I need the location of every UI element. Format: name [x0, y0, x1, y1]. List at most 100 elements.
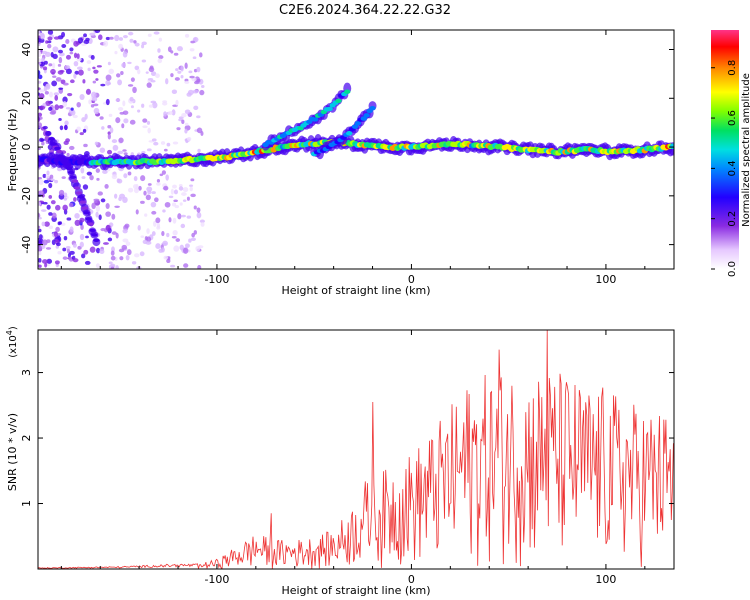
- noise-point: [141, 150, 146, 154]
- noise-point: [38, 190, 44, 195]
- noise-point: [50, 68, 56, 75]
- noise-point: [48, 182, 53, 189]
- noise-point: [190, 178, 195, 182]
- noise-point: [127, 31, 134, 36]
- noise-point: [80, 167, 85, 174]
- noise-point: [54, 260, 60, 265]
- noise-point: [55, 226, 60, 233]
- ridge-diagonal-point: [87, 222, 94, 226]
- noise-point: [161, 231, 165, 237]
- noise-point: [111, 139, 118, 144]
- noise-point: [49, 91, 53, 98]
- noise-point: [82, 128, 87, 133]
- noise-point: [81, 117, 86, 123]
- noise-point: [157, 58, 163, 64]
- noise-point: [188, 238, 192, 243]
- noise-point: [105, 98, 110, 106]
- noise-point: [96, 177, 100, 181]
- noise-point: [66, 152, 70, 157]
- noise-point: [146, 148, 152, 152]
- noise-point: [55, 204, 61, 211]
- noise-point: [72, 243, 77, 248]
- ridge-diagonal-point: [58, 155, 65, 159]
- noise-point: [73, 197, 77, 202]
- noise-point: [43, 179, 50, 184]
- noise-point: [91, 96, 98, 102]
- noise-point: [165, 78, 169, 85]
- noise-point: [69, 250, 75, 255]
- noise-point: [44, 221, 50, 227]
- snr-x-label: Height of straight line (km): [281, 584, 430, 597]
- noise-point: [52, 62, 56, 69]
- noise-point: [95, 263, 100, 269]
- noise-point: [73, 73, 77, 79]
- noise-point: [107, 124, 112, 129]
- noise-point: [130, 105, 134, 109]
- noise-point: [61, 176, 66, 179]
- noise-point: [79, 132, 84, 136]
- noise-point: [168, 195, 174, 199]
- y-tick-label: -40: [20, 236, 33, 254]
- noise-point: [131, 261, 137, 265]
- noise-point: [187, 89, 194, 96]
- y-tick-label: 0: [20, 144, 33, 151]
- noise-point: [183, 247, 189, 254]
- spectrogram-y-label: Frequency (Hz): [6, 109, 19, 192]
- noise-point: [38, 245, 43, 252]
- noise-point: [201, 84, 205, 89]
- noise-point: [56, 242, 61, 247]
- noise-point: [145, 71, 149, 74]
- noise-point: [99, 116, 104, 120]
- noise-point: [76, 101, 81, 108]
- noise-point: [158, 55, 164, 60]
- noise-point: [38, 228, 42, 233]
- noise-point: [63, 192, 68, 198]
- noise-point: [153, 31, 160, 35]
- noise-point: [150, 201, 157, 208]
- noise-point: [158, 37, 163, 42]
- noise-point: [142, 125, 148, 129]
- noise-point: [54, 95, 59, 101]
- noise-point: [108, 113, 113, 117]
- noise-point: [156, 178, 161, 183]
- noise-point: [115, 117, 121, 124]
- noise-point: [175, 99, 179, 106]
- noise-point: [137, 68, 141, 75]
- noise-point: [99, 248, 105, 255]
- colorbar-tick-label: 0.8: [727, 60, 738, 76]
- noise-point: [151, 191, 156, 195]
- noise-point: [151, 138, 157, 142]
- noise-point: [193, 230, 197, 235]
- noise-point: [122, 238, 129, 243]
- noise-point: [95, 247, 101, 254]
- x-tick-label: 100: [595, 573, 616, 586]
- noise-point: [42, 201, 48, 205]
- noise-point: [98, 214, 102, 221]
- noise-point: [62, 96, 68, 103]
- noise-point: [199, 219, 205, 223]
- colorbar-ticks: 0.0 0.2 0.4 0.6 0.8: [711, 60, 738, 277]
- ridge-main-point: [669, 143, 674, 150]
- noise-point: [70, 109, 76, 116]
- ridge-diagonal-point: [81, 206, 88, 210]
- noise-point: [180, 65, 184, 72]
- noise-point: [178, 183, 183, 187]
- noise-point: [110, 266, 115, 269]
- noise-point: [40, 138, 45, 142]
- spectrogram-marks: [38, 30, 674, 269]
- noise-point: [38, 37, 41, 43]
- noise-point: [109, 36, 114, 40]
- noise-point: [132, 184, 138, 189]
- snr-series-line: [38, 330, 674, 569]
- noise-point: [50, 178, 55, 182]
- noise-point: [172, 229, 178, 236]
- noise-point: [38, 225, 41, 229]
- noise-point: [112, 144, 119, 151]
- noise-point: [41, 141, 45, 146]
- noise-point: [167, 46, 172, 53]
- noise-point: [180, 223, 186, 229]
- noise-point: [134, 253, 140, 258]
- noise-point: [38, 93, 45, 100]
- noise-point: [47, 36, 53, 41]
- x-tick-label: -100: [204, 573, 229, 586]
